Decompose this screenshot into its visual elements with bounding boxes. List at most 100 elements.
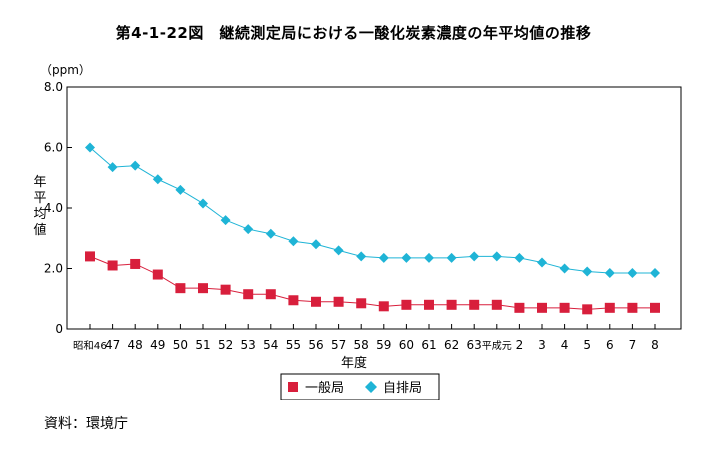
data-point-diamond — [582, 266, 593, 277]
data-point-diamond — [650, 268, 660, 279]
y-tick-label: 8.0 — [44, 80, 63, 94]
x-tick-label: 48 — [128, 338, 143, 352]
data-point-square — [424, 299, 434, 310]
data-point-square — [311, 296, 321, 307]
y-tick-label: 0 — [55, 322, 63, 336]
data-point-square — [537, 302, 547, 313]
data-point-diamond — [220, 215, 231, 226]
x-tick-label: 52 — [218, 338, 233, 352]
plot-frame — [66, 86, 682, 330]
x-tick-label: 55 — [286, 338, 301, 352]
legend-label: 自排局 — [383, 381, 422, 396]
data-point-square — [220, 284, 231, 295]
x-tick-label: 53 — [241, 338, 256, 352]
data-point-diamond — [537, 257, 547, 268]
data-point-square — [288, 295, 299, 306]
data-point-square — [130, 258, 141, 269]
data-point-diamond — [559, 263, 570, 274]
data-point-square — [446, 299, 457, 310]
data-point-square — [627, 302, 638, 313]
data-point-square — [198, 283, 208, 294]
x-tick-label: 5 — [583, 338, 591, 352]
source-separator: ： — [72, 416, 86, 432]
legend-box — [280, 373, 440, 400]
data-point-diamond — [356, 251, 367, 262]
series-line — [89, 255, 655, 310]
data-point-square — [469, 299, 480, 310]
source-value: 環境庁 — [86, 416, 128, 432]
data-point-diamond — [265, 228, 276, 239]
data-point-diamond — [130, 160, 141, 171]
data-point-diamond — [198, 198, 208, 209]
x-tick-label: 56 — [308, 338, 323, 352]
data-point-diamond — [85, 142, 95, 153]
legend-marker-diamond — [365, 381, 377, 393]
data-point-square — [514, 302, 525, 313]
data-point-diamond — [469, 251, 480, 262]
x-tick-label: 8 — [651, 338, 659, 352]
y-axis-label-char: 値 — [33, 222, 46, 238]
data-point-diamond — [152, 174, 163, 185]
data-point-diamond — [378, 252, 389, 263]
data-point-diamond — [107, 162, 118, 173]
data-point-square — [265, 289, 276, 300]
data-point-diamond — [424, 252, 434, 263]
data-point-diamond — [175, 184, 186, 195]
data-point-diamond — [333, 245, 344, 256]
data-point-square — [333, 296, 344, 307]
data-point-square — [378, 301, 389, 312]
x-axis-label: 年度 — [341, 355, 367, 371]
x-tick-label: 61 — [421, 338, 436, 352]
data-point-square — [107, 260, 118, 271]
data-point-diamond — [311, 239, 321, 250]
x-tick-label: 7 — [629, 338, 637, 352]
data-point-diamond — [604, 268, 615, 279]
y-tick-label: 6.0 — [44, 141, 63, 155]
legend-label: 一般局 — [305, 380, 344, 396]
series-line — [89, 147, 655, 274]
legend-marker-square — [288, 382, 298, 392]
data-point-diamond — [491, 251, 502, 262]
x-tick-label: 3 — [538, 338, 546, 352]
x-tick-label: 49 — [150, 338, 165, 352]
data-point-square — [85, 251, 95, 262]
data-point-diamond — [401, 252, 412, 263]
data-point-diamond — [243, 224, 254, 235]
data-point-square — [559, 302, 570, 313]
chart-title: 第4-1-22図 継続測定局における一酸化炭素濃度の年平均値の推移 — [115, 24, 592, 42]
y-tick-label: 2.0 — [44, 262, 63, 276]
x-tick-label: 62 — [444, 338, 459, 352]
x-tick-label: 昭和46 — [73, 340, 107, 352]
x-tick-label: 59 — [376, 338, 391, 352]
x-tick-label: 2 — [516, 338, 524, 352]
x-tick-label: 4 — [561, 338, 569, 352]
x-tick-label: 60 — [399, 338, 414, 352]
data-point-square — [491, 299, 502, 310]
source-note: 資料：環境庁 — [44, 413, 128, 433]
x-tick-label: 63 — [467, 338, 482, 352]
data-point-square — [175, 283, 186, 294]
x-tick-label: 平成元 — [482, 340, 512, 352]
y-tick-label: 4.0 — [44, 201, 63, 215]
data-point-square — [356, 298, 367, 309]
data-point-square — [650, 302, 660, 313]
x-tick-label: 57 — [331, 338, 346, 352]
data-point-square — [243, 289, 254, 300]
x-tick-label: 50 — [173, 338, 188, 352]
y-axis-label-char: 均 — [33, 207, 46, 222]
y-axis-label-char: 年 — [33, 175, 46, 190]
x-tick-label: 6 — [606, 338, 614, 352]
data-point-diamond — [627, 268, 638, 279]
y-axis-label-char: 平 — [33, 191, 46, 206]
source-label: 資料 — [44, 416, 72, 432]
data-point-diamond — [288, 236, 299, 247]
data-point-diamond — [446, 252, 457, 263]
x-tick-label: 51 — [195, 338, 210, 352]
data-point-square — [401, 299, 412, 310]
y-unit-label: （ppm） — [40, 63, 91, 77]
data-point-diamond — [514, 252, 525, 263]
x-tick-label: 58 — [354, 338, 369, 352]
data-point-square — [582, 304, 593, 315]
data-point-square — [152, 269, 163, 280]
